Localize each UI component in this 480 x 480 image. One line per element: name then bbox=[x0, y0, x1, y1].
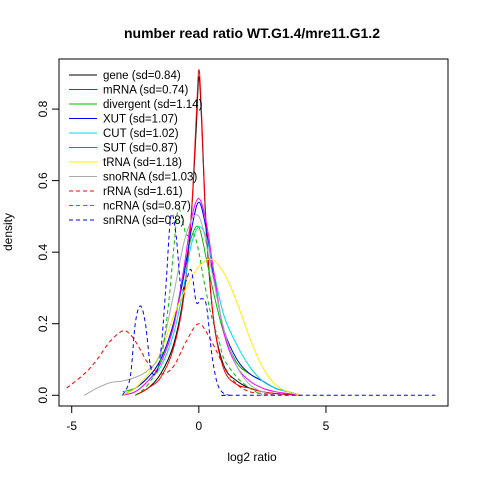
plot-frame bbox=[58, 58, 449, 407]
series-curves bbox=[66, 69, 436, 397]
y-tick-label-3: 0.6 bbox=[36, 172, 50, 189]
series-line-7 bbox=[84, 214, 276, 396]
y-axis-label: density bbox=[1, 213, 15, 251]
legend-label-5: SUT (sd=0.87) bbox=[103, 143, 178, 155]
legend: gene (sd=0.84) mRNA (sd=0.74) divergent (s… bbox=[69, 70, 203, 227]
x-tick-label-0: -5 bbox=[66, 419, 77, 433]
legend-label-9: ncRNA (sd=0.87) bbox=[103, 201, 191, 213]
legend-label-0: gene (sd=0.84) bbox=[103, 70, 181, 82]
legend-label-7: snoRNA (sd=1.03) bbox=[103, 172, 197, 184]
y-tick-label-4: 0.8 bbox=[36, 100, 50, 117]
x-tick-label-2: 5 bbox=[323, 419, 330, 433]
x-axis: -5 0 5 bbox=[66, 406, 330, 433]
legend-label-8: rRNA (sd=1.61) bbox=[103, 186, 183, 198]
y-tick-label-0: 0.0 bbox=[36, 387, 50, 404]
series-line-4 bbox=[122, 226, 301, 396]
series-line-8 bbox=[66, 323, 276, 396]
chart-title: number read ratio WT.G1.4/mre11.G1.2 bbox=[124, 25, 380, 41]
y-axis: 0.0 0.2 0.4 0.6 0.8 bbox=[36, 100, 59, 404]
y-tick-label-1: 0.2 bbox=[36, 315, 50, 332]
y-tick-label-2: 0.4 bbox=[36, 244, 50, 261]
series-line-9 bbox=[134, 208, 263, 396]
series-line-10 bbox=[122, 213, 436, 397]
legend-label-6: tRNA (sd=1.18) bbox=[103, 157, 182, 169]
legend-label-2: divergent (sd=1.14) bbox=[103, 99, 203, 111]
legend-label-1: mRNA (sd=0.74) bbox=[103, 85, 188, 97]
series-line-2 bbox=[122, 225, 301, 396]
legend-label-3: XUT (sd=1.07) bbox=[103, 114, 178, 126]
x-axis-label: log2 ratio bbox=[227, 450, 277, 464]
x-tick-label-1: 0 bbox=[195, 419, 202, 433]
legend-label-4: CUT (sd=1.02) bbox=[103, 128, 179, 140]
legend-label-10: snRNA (sd=0.8) bbox=[103, 215, 185, 227]
series-line-6 bbox=[122, 258, 301, 396]
